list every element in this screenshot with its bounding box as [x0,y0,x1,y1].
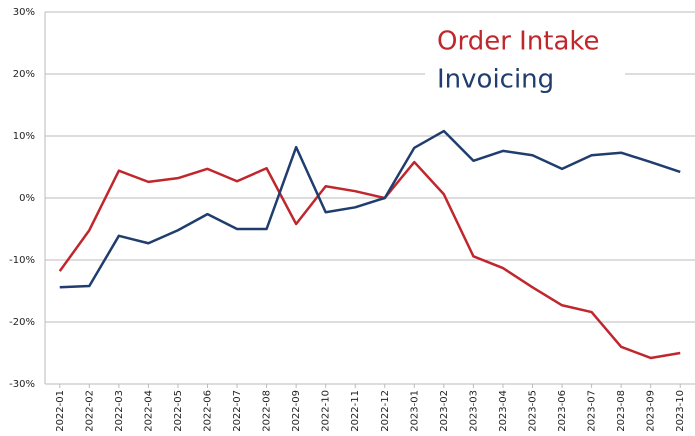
x-tick-label: 2023-09 [646,390,657,432]
legend-label: Order Intake [437,27,600,57]
x-tick-label: 2022-11 [350,390,361,432]
x-tick-label: 2023-02 [439,390,450,432]
x-tick-label: 2023-05 [528,390,539,432]
x-tick-label: 2022-01 [55,390,66,432]
x-tick-label: 2023-10 [675,390,686,432]
x-tick-label: 2022-09 [291,390,302,432]
line-series [58,160,681,360]
x-tick-label: 2022-07 [232,390,243,432]
x-tick-label: 2023-03 [468,390,479,432]
x-tick-label: 2022-02 [84,390,95,432]
y-tick-label: -10% [9,255,35,266]
y-tick-label: -30% [9,379,35,390]
x-tick-label: 2022-12 [380,390,391,432]
legend-box [425,18,625,100]
x-tick-label: 2022-06 [203,390,214,432]
x-tick-label: 2022-10 [321,390,332,432]
x-tick-label: 2022-03 [114,390,125,432]
y-tick-label: 20% [13,69,35,80]
y-tick-label: -20% [9,317,35,328]
legend: Order Intake Invoicing [425,18,625,100]
y-tick-label: 30% [13,7,35,18]
legend-label: Invoicing [437,65,554,95]
x-tick-label: 2022-05 [173,390,184,432]
x-tick-label: 2023-06 [557,390,568,432]
line-series [59,129,681,289]
x-tick-label: 2023-07 [587,390,598,432]
x-tick-label: 2023-04 [498,390,509,432]
x-tick-label: 2022-08 [262,390,273,432]
y-tick-label: 10% [13,131,35,142]
x-tick-label: 2023-01 [409,390,420,432]
x-tick-label: 2022-04 [143,390,154,432]
x-tick-label: 2023-08 [616,390,627,432]
y-tick-label: 0% [19,193,35,204]
